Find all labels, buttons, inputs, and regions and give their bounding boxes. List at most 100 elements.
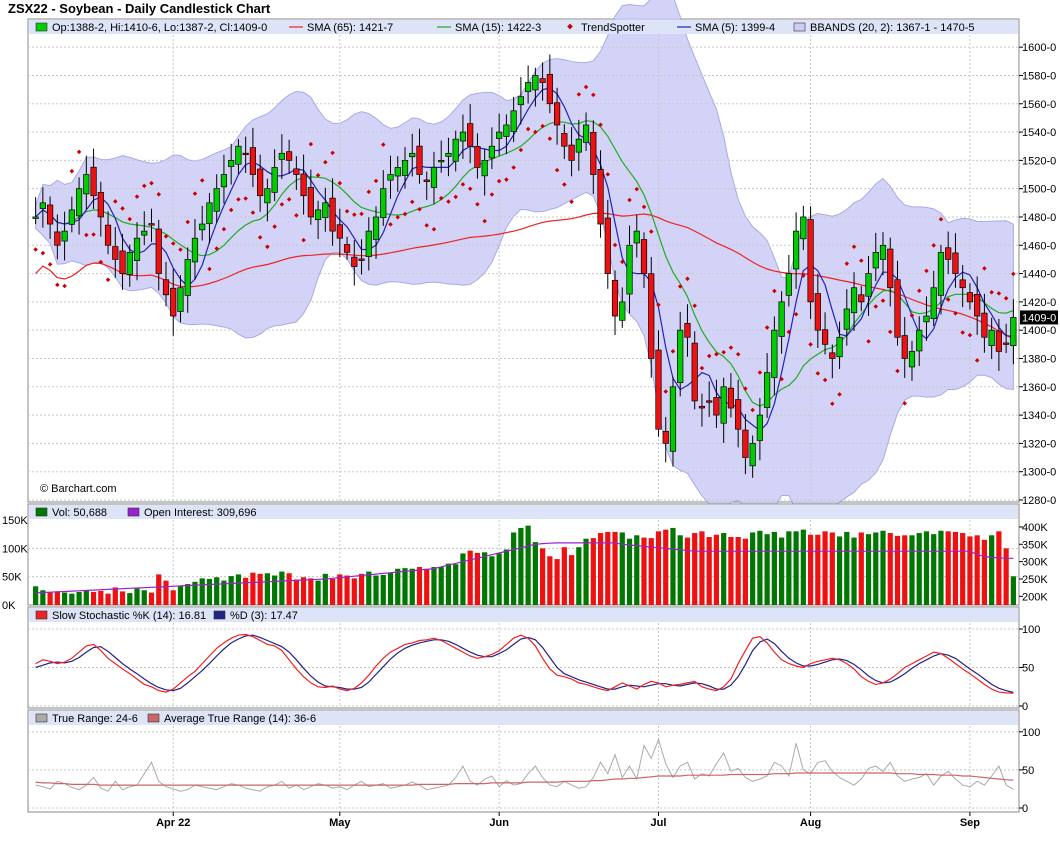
candle-body [792, 230, 800, 270]
candle-body [365, 230, 372, 257]
candle-body [213, 188, 220, 212]
legend-label: SMA (5): 1399-4 [695, 22, 775, 34]
watermark: © Barchart.com [40, 483, 117, 495]
volume-bar [786, 531, 792, 605]
price-tick-label: 1600-0 [1022, 42, 1056, 54]
price-tick-label: 1280-0 [1022, 495, 1056, 507]
volume-bar [344, 575, 350, 605]
oi-tick-label: 250K [1022, 574, 1048, 586]
candle-body [54, 231, 61, 246]
stoch-tick-label: 50 [1022, 663, 1034, 675]
volume-bar [699, 531, 705, 605]
legend-label: Op:1388-2, Hi:1410-6, Lo:1387-2, Cl:1409… [52, 22, 267, 34]
volume-bar [33, 586, 39, 605]
x-tick-label: Sep [960, 817, 980, 829]
legend-label: TrendSpotter [581, 22, 645, 34]
candle-body [561, 133, 568, 147]
legend-label: %D (3): 17.47 [230, 610, 298, 622]
volume-bar [663, 529, 669, 605]
price-tick-label: 1400-0 [1022, 325, 1056, 337]
volume-bar [960, 533, 966, 605]
candle-body [394, 167, 401, 177]
volume-bar [742, 538, 749, 605]
volume-bar [177, 585, 184, 605]
volume-bar [902, 535, 908, 605]
volume-bar [409, 568, 415, 605]
volume-bar [597, 533, 604, 605]
trendspotter-marker [388, 222, 393, 227]
candle-body [872, 251, 879, 269]
trendspotter-marker [330, 150, 335, 156]
true-range-legend [29, 711, 1018, 725]
volume-bar [612, 531, 618, 605]
volume-bar [518, 527, 524, 605]
volume-bar [199, 578, 205, 605]
trendspotter-marker [207, 266, 212, 272]
volume-bar [532, 542, 538, 605]
trendspotter-marker [294, 213, 299, 218]
volume-bar [453, 564, 459, 605]
volume-bar [395, 568, 401, 605]
volume-bar [416, 567, 423, 605]
candle-body [97, 192, 104, 218]
volume-bar [931, 534, 937, 605]
candle-body [604, 217, 611, 274]
trendspotter-marker [55, 282, 60, 288]
volume-bar [431, 567, 437, 605]
candle-body [974, 294, 981, 317]
stochastic-panel: 0 50 100 Slow Stochastic %K (14): 16.81 %D (… [27, 606, 1040, 713]
candle-body [329, 197, 336, 232]
candle-body [706, 400, 713, 403]
trendspotter-marker [265, 244, 270, 250]
trendspotter-marker [967, 332, 973, 338]
volume-bar [474, 552, 481, 605]
volume-bar [76, 591, 82, 605]
candle-body [467, 123, 474, 147]
price-tick-label: 1300-0 [1022, 467, 1056, 479]
trendspotter-marker [895, 368, 900, 374]
candle-body [553, 102, 561, 126]
trendspotter-marker [381, 142, 386, 147]
legend-marker [35, 610, 48, 620]
volume-bar [503, 549, 510, 605]
volume-bar [706, 537, 712, 605]
trendspotter-marker [859, 258, 864, 263]
trendspotter-marker [960, 330, 965, 335]
candle-body [930, 287, 937, 319]
volume-bar [945, 531, 951, 605]
candle-body [148, 223, 155, 226]
candle-body [821, 329, 829, 345]
volume-bar [373, 575, 379, 605]
volume-bar [148, 592, 155, 605]
volume-bar [771, 531, 777, 605]
candle-body [423, 179, 430, 182]
candle-body [800, 216, 807, 240]
volume-bar [865, 534, 872, 605]
volume-bar [228, 576, 234, 605]
trendspotter-marker [714, 351, 719, 357]
candle-body [358, 258, 365, 261]
trendspotter-marker [84, 232, 89, 238]
trendspotter-marker [844, 261, 850, 266]
volume-bar [684, 537, 691, 605]
volume-bar [605, 531, 611, 605]
volume-bar [757, 530, 763, 605]
candle-body [959, 279, 966, 289]
candle-body [409, 152, 416, 158]
volume-bar [69, 593, 75, 605]
x-tick-label: Jul [651, 817, 667, 829]
trendspotter-marker [902, 401, 908, 406]
legend-label: Open Interest: 309,696 [144, 507, 257, 519]
sma65-line [35, 212, 1014, 340]
candle-body [517, 96, 524, 106]
volume-bar [511, 532, 517, 605]
candle-body [438, 160, 445, 163]
trendspotter-marker [685, 276, 690, 282]
candle-body [836, 336, 843, 358]
volume-bar [402, 568, 408, 605]
trendspotter-marker [982, 266, 987, 271]
price-tick-label: 1480-0 [1022, 212, 1056, 224]
candle-body [756, 414, 763, 441]
trendspotter-marker [815, 371, 821, 376]
volume-bar [670, 527, 676, 605]
